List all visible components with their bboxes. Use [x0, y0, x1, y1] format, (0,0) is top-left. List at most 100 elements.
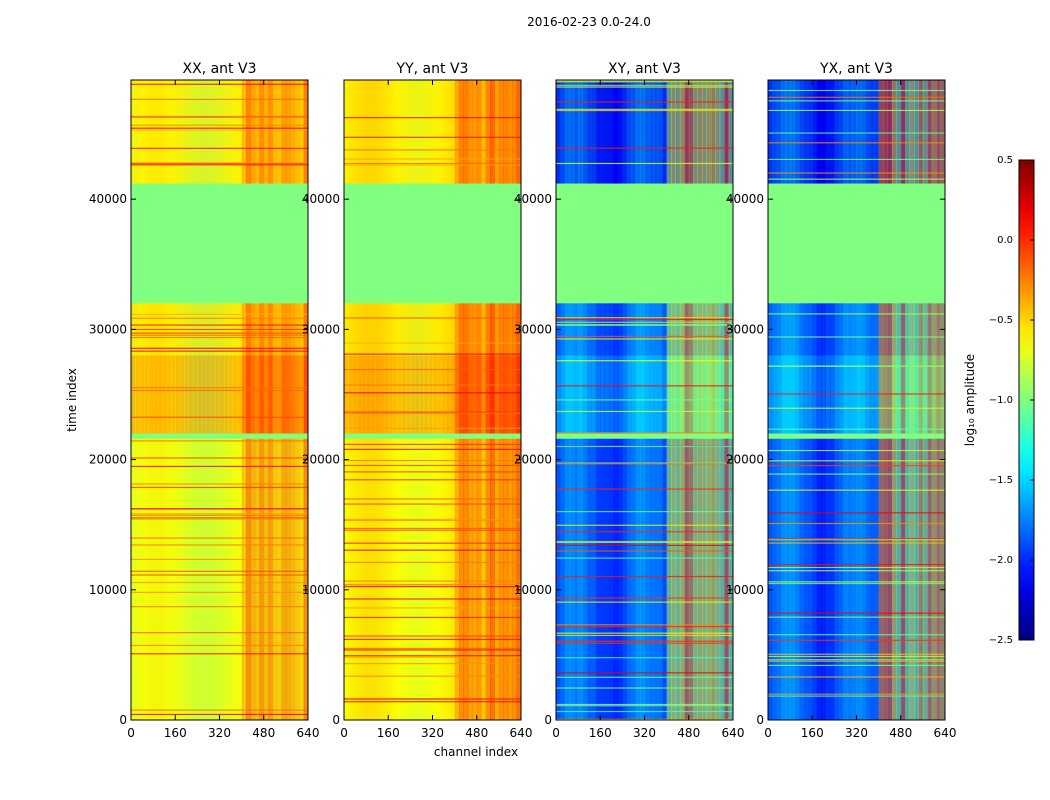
time-line [131, 513, 308, 515]
channel-stripe [485, 80, 491, 720]
time-line [131, 116, 308, 119]
channel-stripe [135, 80, 141, 720]
x-tick-label: 160 [377, 726, 400, 740]
channel-stripe [459, 80, 464, 720]
time-line [344, 158, 521, 160]
time-line [131, 332, 308, 334]
channel-stripe [450, 80, 456, 720]
time-line [556, 657, 733, 659]
time-line [556, 540, 733, 543]
time-line [344, 412, 521, 414]
y-tick-label: 40000 [514, 192, 552, 206]
channel-stripe [161, 80, 167, 720]
panel-title: XX, ant V3 [183, 61, 257, 77]
time-line [344, 518, 521, 521]
channel-stripe [821, 80, 827, 720]
time-line [556, 672, 733, 674]
time-line [131, 486, 308, 489]
time-line [131, 336, 308, 339]
x-tick-label: 0 [552, 726, 560, 740]
time-line [131, 164, 308, 166]
time-line [556, 410, 733, 413]
time-line [556, 109, 733, 112]
channel-stripe [259, 80, 265, 720]
channel-stripe [852, 80, 857, 720]
colorbar: 0.5 0.0 −0.5 −1.0 −1.5 −2.0 −2.5 log₁₀ amplitud… [963, 155, 1035, 646]
x-tick-label: 160 [801, 726, 824, 740]
time-line [768, 158, 945, 161]
time-line [768, 676, 945, 678]
channel-stripe [909, 80, 915, 720]
time-line [556, 162, 733, 165]
channel-stripe [206, 80, 212, 720]
channel-stripe [423, 80, 429, 720]
channel-stripe [188, 80, 194, 720]
time-line [131, 581, 308, 584]
channel-stripe [277, 80, 282, 720]
channel-stripe [348, 80, 354, 720]
time-line [131, 632, 308, 634]
flagged-block [344, 183, 521, 226]
channel-stripe [379, 80, 385, 720]
time-line [344, 655, 521, 657]
channel-stripe [512, 80, 518, 720]
time-line [344, 598, 521, 600]
time-line [131, 350, 308, 352]
channel-stripe [776, 80, 782, 720]
channel-stripe [419, 80, 425, 720]
colorbar-tick-label: −1.0 [989, 395, 1013, 406]
time-line [768, 653, 945, 655]
time-line [131, 483, 308, 485]
time-line [768, 100, 945, 102]
y-tick-label: 40000 [89, 192, 127, 206]
x-tick-label: 640 [722, 726, 745, 740]
time-line [344, 675, 521, 677]
time-line [344, 529, 521, 531]
time-line [768, 639, 945, 641]
x-tick-label: 0 [764, 726, 772, 740]
time-line [768, 693, 945, 695]
time-line [768, 473, 945, 475]
time-line [344, 117, 521, 119]
channel-stripe [874, 80, 880, 720]
channel-stripe [294, 80, 300, 720]
channel-stripe [352, 80, 358, 720]
time-line [131, 544, 308, 546]
time-line [556, 147, 733, 149]
channel-stripe [803, 80, 809, 720]
time-line [556, 108, 733, 110]
channel-stripe [927, 80, 933, 720]
flagged-block [768, 183, 945, 226]
y-tick-label: 30000 [302, 322, 340, 336]
y-tick-label: 20000 [726, 453, 764, 467]
time-line [131, 115, 308, 118]
time-line [556, 703, 733, 706]
x-tick-label: 0 [127, 726, 135, 740]
time-line [768, 664, 945, 667]
channel-stripe [790, 80, 796, 720]
time-line [768, 634, 945, 636]
time-line [131, 440, 308, 442]
channel-stripe [441, 80, 447, 720]
time-line [344, 427, 521, 429]
time-line [131, 98, 308, 100]
time-line [131, 457, 308, 459]
time-line [556, 338, 733, 340]
x-tick-label: 0 [340, 726, 348, 740]
time-line [344, 464, 521, 467]
time-line [344, 411, 521, 413]
x-tick-label: 480 [252, 726, 275, 740]
channel-stripe [175, 80, 181, 720]
channel-stripe [268, 80, 274, 720]
flagged-block [556, 222, 733, 304]
time-line [556, 101, 733, 103]
channel-stripe [184, 80, 190, 720]
time-line [344, 542, 521, 544]
time-line [768, 660, 945, 662]
channel-stripe [263, 80, 269, 720]
y-tick-label: 0 [756, 713, 764, 727]
channel-stripe [785, 80, 791, 720]
channel-stripe [241, 80, 247, 720]
channel-stripe [344, 80, 349, 720]
panel-title: YY, ant V3 [396, 61, 469, 77]
